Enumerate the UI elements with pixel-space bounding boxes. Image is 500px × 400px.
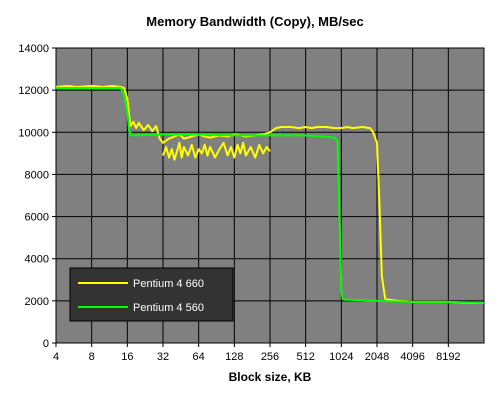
x-tick-label: 256 [261, 351, 279, 363]
x-tick-label: 4 [53, 351, 59, 363]
y-tick-label: 8000 [25, 169, 49, 181]
legend: Pentium 4 660 Pentium 4 560 [69, 267, 234, 322]
x-tick-label: 32 [157, 351, 169, 363]
x-tick-label: 16 [121, 351, 133, 363]
y-tick-label: 14000 [18, 43, 49, 55]
legend-box [69, 267, 234, 322]
legend-label: Pentium 4 560 [133, 302, 204, 314]
series-line-3 [162, 141, 271, 161]
y-tick-label: 12000 [18, 85, 49, 97]
y-tick-label: 10000 [18, 127, 49, 139]
y-tick-label: 2000 [25, 296, 49, 308]
series-line-2 [56, 87, 485, 304]
x-tick-label: 1024 [329, 351, 353, 363]
series-lines [55, 84, 485, 304]
x-tick-label: 2048 [365, 351, 389, 363]
y-tick-label: 6000 [25, 212, 49, 224]
x-tick-label: 512 [296, 351, 314, 363]
x-tick-label: 128 [225, 351, 243, 363]
y-tick-label: 4000 [25, 254, 49, 266]
x-tick-label: 8192 [436, 351, 460, 363]
x-tick-label: 8 [89, 351, 95, 363]
y-axis: 0 2000 4000 6000 8000 10000 12000 14000 [18, 43, 56, 350]
y-tick-label: 0 [43, 338, 49, 350]
x-tick-label: 4096 [400, 351, 424, 363]
x-axis-label: Block size, KB [229, 370, 312, 384]
chart-title: Memory Bandwidth (Copy), MB/sec [146, 14, 363, 29]
x-tick-label: 64 [193, 351, 205, 363]
legend-label: Pentium 4 660 [133, 278, 204, 290]
x-axis: 4 8 16 32 64 128 256 512 1024 2048 4096 8192 [53, 343, 461, 363]
